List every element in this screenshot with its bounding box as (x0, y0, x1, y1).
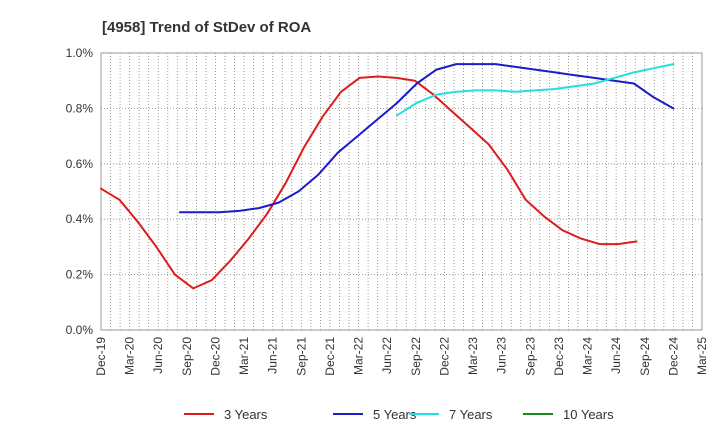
legend-label: 5 Years (373, 407, 417, 422)
y-tick-label: 0.6% (66, 157, 94, 171)
x-axis-ticks: Dec-19 Mar-20 Jun-20 Sep-20 Dec-20 Mar-21 Jun-… (94, 337, 709, 376)
x-tick-label: Dec-22 (437, 337, 451, 376)
x-tick-label: Sep-21 (294, 337, 308, 376)
legend-label: 10 Years (563, 407, 614, 422)
y-tick-label: 0.2% (66, 268, 94, 282)
x-tick-label: Mar-22 (352, 337, 366, 375)
x-tick-label: Dec-20 (208, 337, 222, 376)
x-tick-label: Mar-25 (695, 337, 709, 375)
x-tick-label: Mar-20 (123, 337, 137, 375)
series-line-5-years (178, 63, 675, 214)
x-tick-label: Jun-24 (609, 337, 623, 374)
legend-label: 3 Years (224, 407, 268, 422)
x-tick-label: Jun-20 (151, 337, 165, 374)
x-tick-label: Dec-19 (94, 337, 108, 376)
series-lines (100, 63, 675, 290)
legend: 3 Years 5 Years 7 Years 10 Years (184, 407, 614, 422)
y-tick-label: 0.8% (66, 101, 94, 115)
x-tick-label: Mar-24 (581, 337, 595, 375)
x-tick-label: Sep-22 (409, 337, 423, 376)
x-tick-label: Jun-23 (495, 337, 509, 374)
plot-area (100, 52, 703, 331)
series-line-3-years (100, 75, 638, 290)
x-tick-label: Sep-20 (180, 337, 194, 376)
y-axis-ticks: 0.0% 0.2% 0.4% 0.6% 0.8% 1.0% (66, 46, 94, 337)
x-tick-label: Dec-21 (323, 337, 337, 376)
y-tick-label: 1.0% (66, 46, 94, 60)
x-tick-label: Dec-24 (666, 337, 680, 376)
plot-border (100, 52, 703, 331)
x-tick-label: Dec-23 (552, 337, 566, 376)
y-tick-label: 0.0% (66, 323, 94, 337)
x-tick-label: Sep-23 (523, 337, 537, 376)
x-tick-label: Mar-23 (466, 337, 480, 375)
y-tick-label: 0.4% (66, 212, 94, 226)
x-tick-label: Mar-21 (237, 337, 251, 375)
x-tick-label: Jun-21 (266, 337, 280, 374)
x-tick-label: Jun-22 (380, 337, 394, 374)
chart-title: [4958] Trend of StDev of ROA (102, 19, 311, 36)
series-line-7-years (396, 63, 675, 117)
legend-label: 7 Years (449, 407, 493, 422)
x-tick-label: Sep-24 (638, 337, 652, 376)
